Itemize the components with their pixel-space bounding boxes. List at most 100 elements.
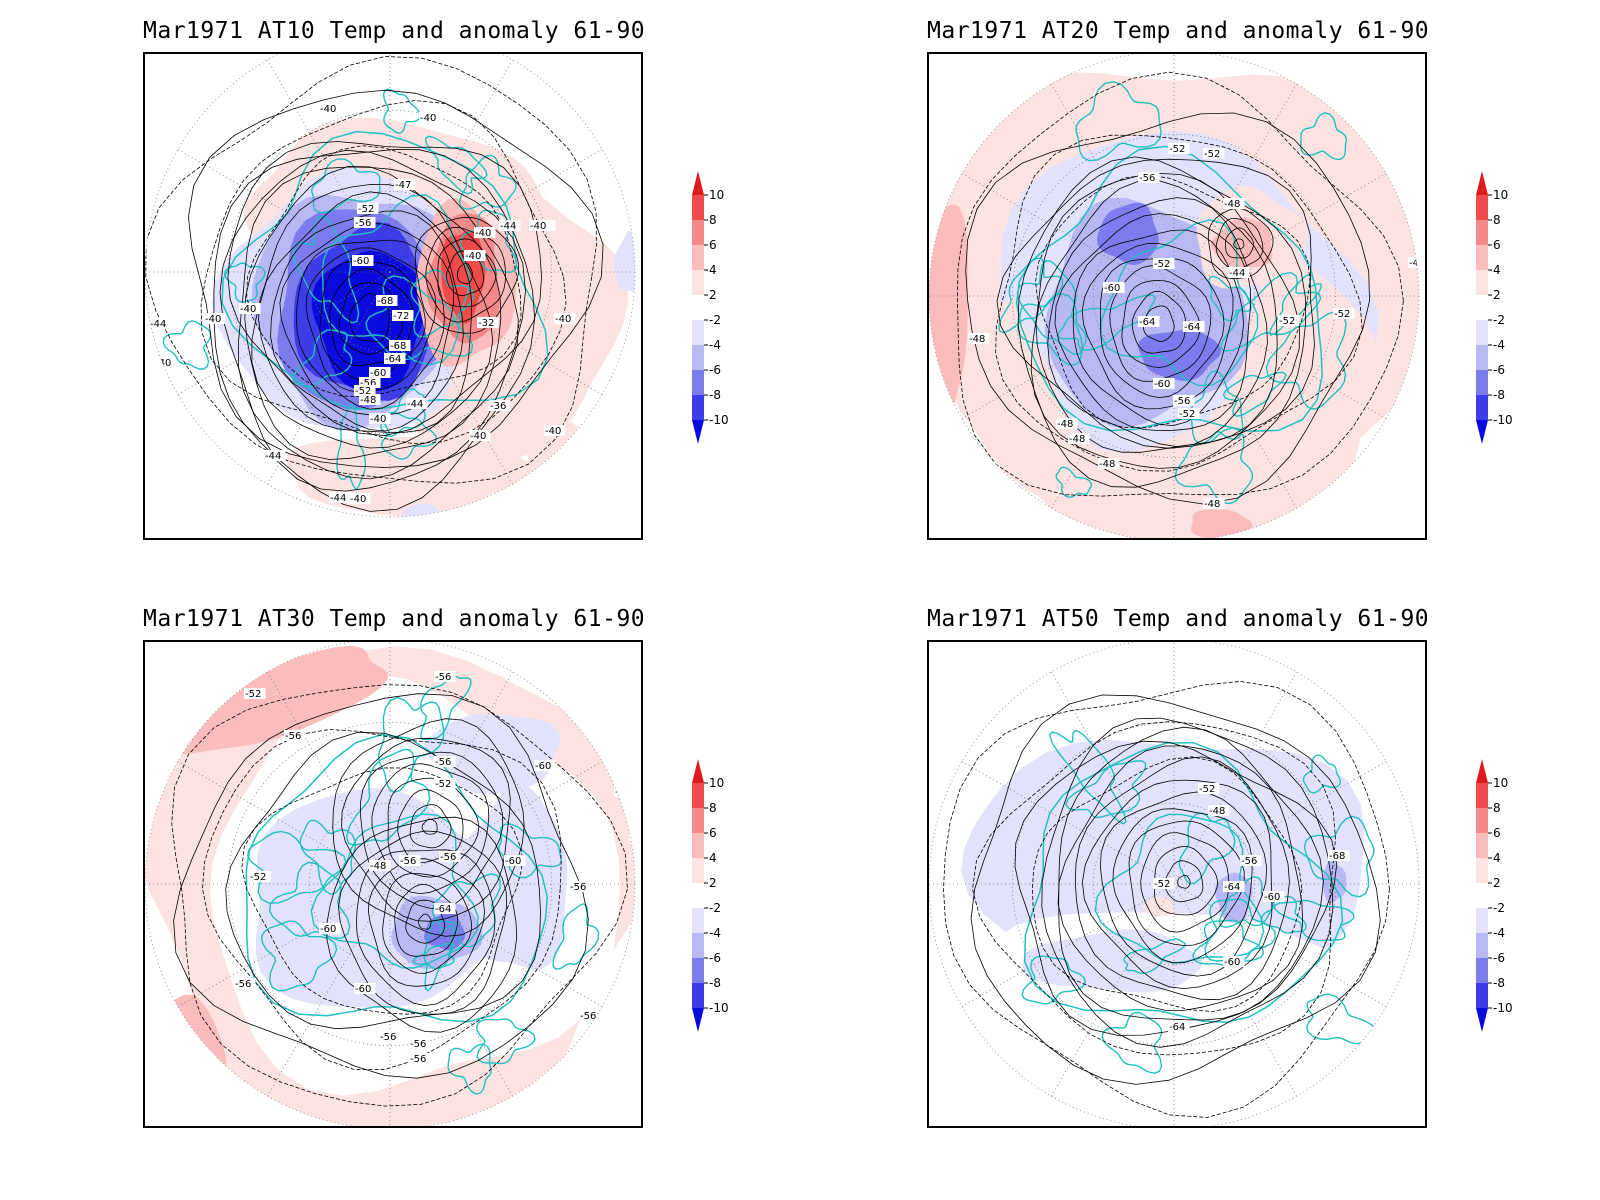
colorbar-label: -4 [1493,338,1505,352]
contour-label: -64 [435,904,451,915]
contour-label-bg [399,855,421,866]
colorbar-segment [692,933,704,958]
coastline [424,135,488,195]
map-clip-group: -52 -48 -56 -52 -64 -60 -68 -60 -64 [929,642,1419,1126]
polar-map: -52 -52 -56 -48 -52 -44 -60 -64 -64 -52 -60 -56 -52 -… [929,54,1420,538]
colorbar: 10 8 6 4 2 -2 -4 -6 -8 -10 [1474,758,1534,1038]
contour-label: -40 [470,431,486,442]
coastline [1192,919,1265,968]
contour-label: -68 [390,341,406,352]
contour-label: -40 [420,113,436,124]
contour-label-bg [319,923,341,934]
isotherm [171,684,628,1107]
isotherm [305,247,437,393]
isotherm [1112,808,1253,964]
isotherm [409,804,452,849]
isotherm [943,680,1390,1118]
contour-label: -56 [285,731,301,742]
colorbar-segment [1476,908,1488,933]
coastline [497,823,562,879]
coastline [410,269,475,338]
colorbar-segment [692,983,704,1008]
coastline [1075,80,1162,162]
map-edge [929,642,1420,1126]
map-frame: -40 -40 -44 -40 -40 -40 -44 -40 -47 -52 -56 -60 -68-… [143,52,643,540]
contour-label: -48 [370,861,386,872]
contour-label-bg [284,730,306,741]
colorbar-label: 6 [709,826,717,840]
contour-label-bg [477,317,499,328]
colorbar-svg: 10 8 6 4 2 -2 -4 -6 -8 -10 [1476,171,1513,444]
contour-label: -56 [410,1054,426,1065]
contour-label: -56 [615,787,631,798]
contour-label: -48 [1204,499,1220,510]
contour-label-bg [357,203,379,214]
colorbar-arrow-up [692,171,704,195]
isotherm [418,913,432,930]
contour-label: -40 [545,426,561,437]
isotherm [241,767,523,1015]
contour-label-bg [319,103,341,114]
contour-label: -56 [1174,396,1190,407]
contour-label-bg [1208,805,1230,816]
meridian-line [267,59,391,273]
isotherm [1058,726,1324,1021]
panel-title: Mar1971 AT50 Temp and anomaly 61-90 [927,606,1430,632]
map-clip-group: -40-40-44 -40-40-40-44-40-47-52-56-60-68-… [145,54,635,517]
meridian-line [389,271,513,485]
coastline [1265,310,1347,410]
meridian-line [1051,671,1175,885]
map-frame: -52 -48 -56 -52 -64 -60 -68 -60 -64 [927,640,1427,1128]
colorbar-label: -4 [1493,926,1505,940]
meridian-line [961,173,1175,297]
contour-label: -56 [440,852,456,863]
contour-label-bg [239,303,261,314]
isotherm [173,693,589,1079]
contour-label: -68 [1329,851,1345,862]
colorbar-label: 8 [1493,213,1501,227]
contour-label-bg [1203,498,1225,509]
meridian-line [1173,761,1387,885]
colorbar-label: -2 [1493,901,1505,915]
isotherm [970,694,1381,1085]
contour-label: -52 [1279,316,1295,327]
contour-label-bg [1240,855,1262,866]
contour-label-bg [1198,783,1220,794]
colorbar-label: 6 [709,238,717,252]
contour-label: -52 [1169,144,1185,155]
meridian-line [389,271,603,395]
isotherm [457,262,473,285]
colorbar-segment [692,808,704,833]
coastline [552,903,600,970]
meridian-line [1173,173,1387,297]
contour-label-bg [1228,267,1250,278]
contour-label-bg [354,217,376,228]
coastline [1101,1011,1163,1074]
coastline [1057,294,1157,351]
coastline [458,154,517,210]
contour-label-bg [1183,321,1205,332]
map-clip-group: -52 -52 -56 -48 -52 -44 -60 -64 -64 -52 -60 -56 -52 -… [929,54,1419,538]
coastline [1302,754,1342,794]
contour-label-bg [1408,257,1419,268]
contour-label-bg [249,871,271,882]
polar-map: -40-40-44 -40-40-40-44-40-47-52-56-60-68-… [145,54,636,518]
contour-label-bg [439,851,461,862]
meridian-line [961,883,1175,1007]
colorbar-segment [1476,783,1488,808]
anomaly-fill [425,713,561,795]
contour-label-bg [504,855,526,866]
contour-label: -40 [155,358,171,369]
contour-label: -40 [370,414,386,425]
colorbar-segment [692,295,704,320]
colorbar-label: 4 [709,851,717,865]
colorbar-label: -8 [709,388,721,402]
contour-label: -32 [478,318,494,329]
contour-label-bg [359,394,381,405]
contour-label-bg [359,377,381,388]
contour-label: -40 [350,494,366,505]
colorbar-segment [692,320,704,345]
contour-label: -56 [235,979,251,990]
colorbar-svg: 10 8 6 4 2 -2 -4 -6 -8 -10 [1476,759,1513,1032]
coastline [1174,427,1254,505]
